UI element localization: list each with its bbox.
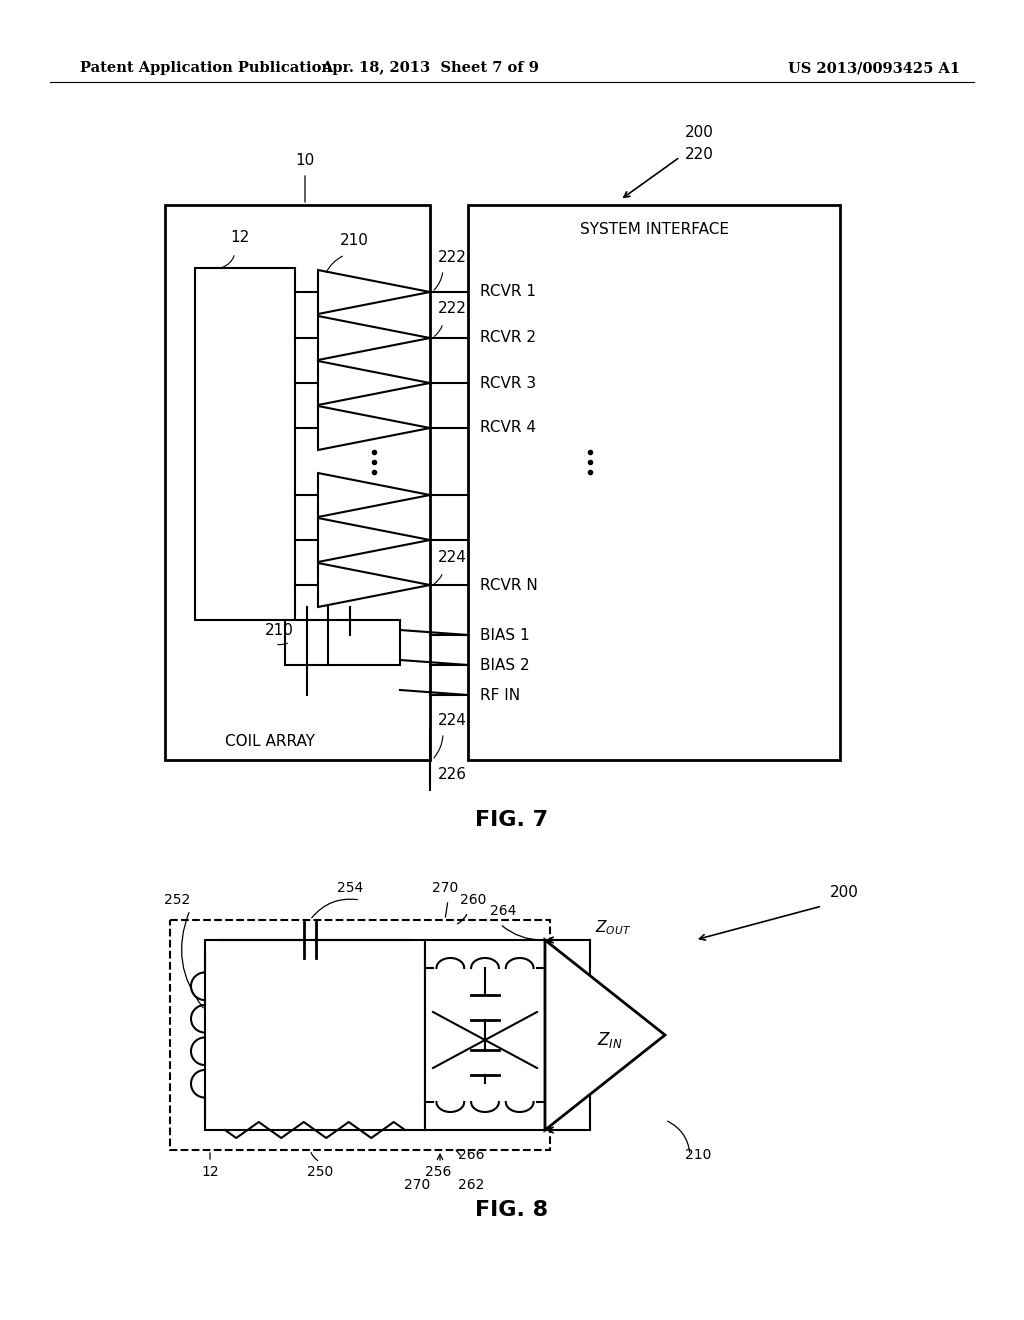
Text: 12: 12 xyxy=(201,1166,219,1179)
Text: 270: 270 xyxy=(403,1177,430,1192)
Polygon shape xyxy=(318,271,430,314)
Polygon shape xyxy=(545,940,665,1130)
Polygon shape xyxy=(318,407,430,450)
Text: RCVR 1: RCVR 1 xyxy=(480,285,536,300)
Text: Patent Application Publication: Patent Application Publication xyxy=(80,61,332,75)
Bar xyxy=(195,268,295,620)
Text: 210: 210 xyxy=(340,234,369,248)
Text: BIAS 1: BIAS 1 xyxy=(480,627,529,643)
Text: 210: 210 xyxy=(265,623,294,638)
Text: 12: 12 xyxy=(230,230,249,246)
Text: 224: 224 xyxy=(438,713,467,729)
Text: 256: 256 xyxy=(425,1166,452,1179)
Text: RCVR 3: RCVR 3 xyxy=(480,375,537,391)
Bar xyxy=(205,940,425,1130)
Text: $Z_{OUT}$: $Z_{OUT}$ xyxy=(595,919,631,937)
Polygon shape xyxy=(318,564,430,607)
Bar xyxy=(165,205,430,760)
Text: 254: 254 xyxy=(337,880,364,895)
Bar xyxy=(425,940,545,1130)
Text: US 2013/0093425 A1: US 2013/0093425 A1 xyxy=(787,61,961,75)
Text: 200: 200 xyxy=(830,884,859,900)
Text: 210: 210 xyxy=(685,1148,712,1162)
Text: RF IN: RF IN xyxy=(480,688,520,702)
Text: RCVR N: RCVR N xyxy=(480,578,538,593)
Bar xyxy=(170,920,550,1150)
Text: COIL ARRAY: COIL ARRAY xyxy=(225,734,315,750)
Text: 222: 222 xyxy=(438,301,467,315)
Text: 224: 224 xyxy=(438,550,467,565)
Text: 200: 200 xyxy=(685,125,714,140)
Polygon shape xyxy=(318,517,430,562)
Polygon shape xyxy=(318,473,430,517)
Text: SYSTEM INTERFACE: SYSTEM INTERFACE xyxy=(581,222,729,238)
Bar xyxy=(468,205,840,760)
Text: 260: 260 xyxy=(460,894,486,907)
Text: $Z_{IN}$: $Z_{IN}$ xyxy=(597,1030,623,1049)
Text: FIG. 7: FIG. 7 xyxy=(475,810,549,830)
Text: 220: 220 xyxy=(685,147,714,162)
Polygon shape xyxy=(318,315,430,360)
Text: RCVR 2: RCVR 2 xyxy=(480,330,536,346)
Text: 266: 266 xyxy=(458,1148,484,1162)
Polygon shape xyxy=(318,360,430,405)
Text: 252: 252 xyxy=(164,894,190,907)
Text: 250: 250 xyxy=(307,1166,333,1179)
Text: BIAS 2: BIAS 2 xyxy=(480,657,529,672)
Text: Apr. 18, 2013  Sheet 7 of 9: Apr. 18, 2013 Sheet 7 of 9 xyxy=(322,61,539,75)
Bar xyxy=(285,620,400,665)
Text: RCVR 4: RCVR 4 xyxy=(480,421,536,436)
Text: 222: 222 xyxy=(438,249,467,265)
Text: 262: 262 xyxy=(458,1177,484,1192)
Text: 10: 10 xyxy=(295,153,314,168)
Text: 270: 270 xyxy=(432,880,458,895)
Text: 264: 264 xyxy=(490,904,516,917)
Text: FIG. 8: FIG. 8 xyxy=(475,1200,549,1220)
Text: 226: 226 xyxy=(438,767,467,781)
